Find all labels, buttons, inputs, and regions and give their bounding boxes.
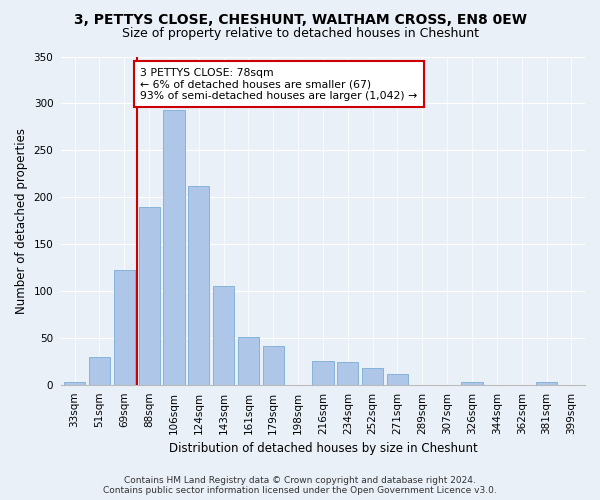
Bar — [89, 357, 110, 386]
Bar — [461, 382, 482, 386]
Text: 3 PETTYS CLOSE: 78sqm
← 6% of detached houses are smaller (67)
93% of semi-detac: 3 PETTYS CLOSE: 78sqm ← 6% of detached h… — [140, 68, 418, 101]
Bar — [114, 270, 135, 386]
X-axis label: Distribution of detached houses by size in Cheshunt: Distribution of detached houses by size … — [169, 442, 478, 455]
Bar — [362, 368, 383, 386]
Bar — [163, 110, 185, 386]
Bar — [387, 374, 408, 386]
Y-axis label: Number of detached properties: Number of detached properties — [15, 128, 28, 314]
Text: Size of property relative to detached houses in Cheshunt: Size of property relative to detached ho… — [121, 28, 479, 40]
Bar — [188, 186, 209, 386]
Text: Contains HM Land Registry data © Crown copyright and database right 2024.
Contai: Contains HM Land Registry data © Crown c… — [103, 476, 497, 495]
Bar — [263, 346, 284, 386]
Bar — [313, 361, 334, 386]
Bar — [139, 207, 160, 386]
Bar — [64, 382, 85, 386]
Bar — [536, 382, 557, 386]
Text: 3, PETTYS CLOSE, CHESHUNT, WALTHAM CROSS, EN8 0EW: 3, PETTYS CLOSE, CHESHUNT, WALTHAM CROSS… — [74, 12, 527, 26]
Bar — [337, 362, 358, 386]
Bar — [213, 286, 234, 386]
Bar — [238, 338, 259, 386]
